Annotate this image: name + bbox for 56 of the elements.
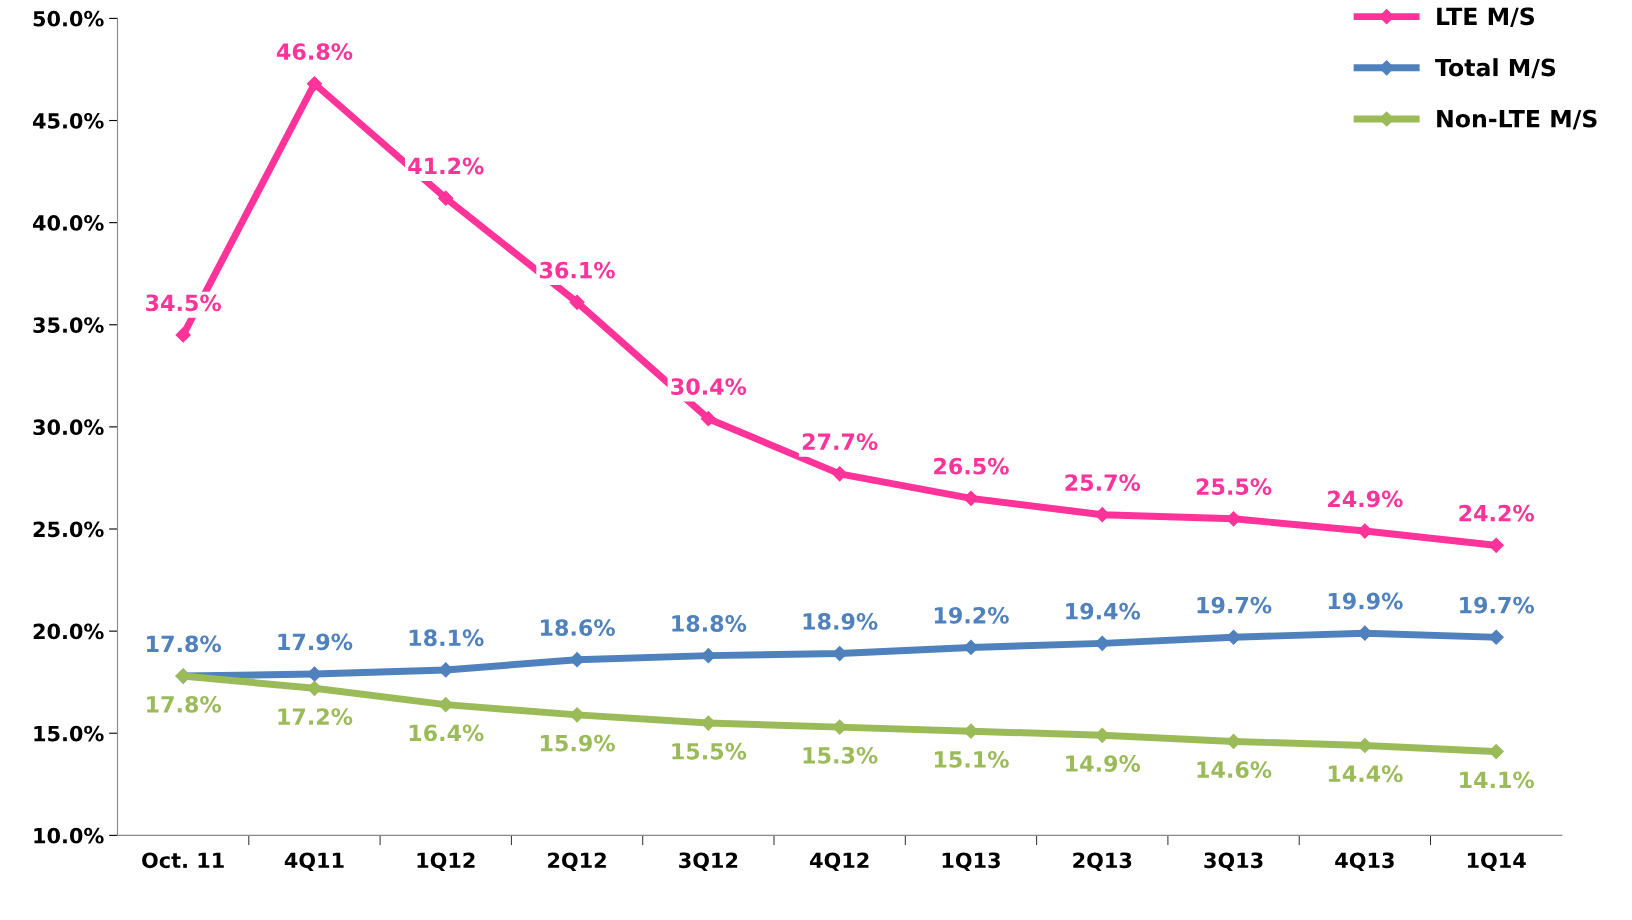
y-tick-label: 50.0% <box>33 10 104 27</box>
y-tick-label: 15.0% <box>34 725 104 742</box>
x-tick-label: 1Q13 <box>942 852 1000 871</box>
x-tick-label: 2Q13 <box>1073 852 1132 871</box>
data-label: 18.1% <box>409 629 484 647</box>
data-label: 24.2% <box>1459 504 1535 522</box>
legend-label: Total M/S <box>1435 58 1556 79</box>
data-label: 18.8% <box>672 615 747 632</box>
data-label: 17.9% <box>278 633 353 651</box>
x-tick-label: 1Q12 <box>417 852 475 871</box>
data-label: 14.4% <box>1328 765 1403 783</box>
data-label: 17.8% <box>147 635 221 653</box>
data-label: 46.8% <box>276 43 353 61</box>
x-tick-label: 2Q12 <box>548 852 606 871</box>
x-tick-label: 4Q13 <box>1335 852 1394 871</box>
x-tick-label: 4Q12 <box>810 852 869 871</box>
y-tick-label: 45.0% <box>32 112 104 129</box>
data-label: 27.7% <box>802 433 878 451</box>
x-tick-label: 3Q12 <box>679 852 738 871</box>
data-label: 30.4% <box>671 378 747 395</box>
data-label: 41.2% <box>408 157 484 175</box>
data-label: 19.7% <box>1460 596 1535 614</box>
data-label: 25.7% <box>1065 474 1141 491</box>
y-tick-label: 20.0% <box>33 623 104 640</box>
data-label: 14.1% <box>1460 771 1535 789</box>
y-tick-label: 25.0% <box>33 521 104 538</box>
data-label: 19.4% <box>1066 602 1141 620</box>
legend-label: LTE M/S <box>1437 7 1535 28</box>
data-label: 34.5% <box>146 294 221 312</box>
data-label: 14.9% <box>1066 755 1141 772</box>
data-label: 15.1% <box>934 751 1009 768</box>
data-label: 18.9% <box>803 613 878 630</box>
y-tick-label: 40.0% <box>32 215 104 231</box>
data-label: 25.5% <box>1196 478 1272 496</box>
data-label: 14.6% <box>1197 761 1272 779</box>
data-label: 19.7% <box>1197 596 1272 614</box>
x-tick-label: Oct. 11 <box>142 852 224 869</box>
y-tick-label: 10.0% <box>34 827 104 844</box>
x-tick-label: 1Q14 <box>1467 852 1526 871</box>
data-label: 15.9% <box>541 734 615 752</box>
data-label: 19.2% <box>934 606 1009 624</box>
data-label: 19.9% <box>1328 592 1403 610</box>
data-label: 16.4% <box>409 724 484 742</box>
data-label: 15.5% <box>672 742 747 760</box>
legend-label: Non-LTE M/S <box>1437 109 1597 130</box>
data-label: 17.2% <box>278 708 353 725</box>
data-label: 18.6% <box>541 619 615 636</box>
y-tick-label: 35.0% <box>33 317 104 333</box>
data-label: 26.5% <box>934 457 1009 475</box>
x-tick-label: 3Q13 <box>1204 852 1263 871</box>
x-tick-label: 4Q11 <box>284 852 344 871</box>
data-label: 15.3% <box>803 746 878 764</box>
data-label: 36.1% <box>540 261 615 279</box>
data-label: 17.8% <box>147 695 221 713</box>
y-tick-label: 30.0% <box>33 419 104 436</box>
data-label: 24.9% <box>1328 490 1403 508</box>
